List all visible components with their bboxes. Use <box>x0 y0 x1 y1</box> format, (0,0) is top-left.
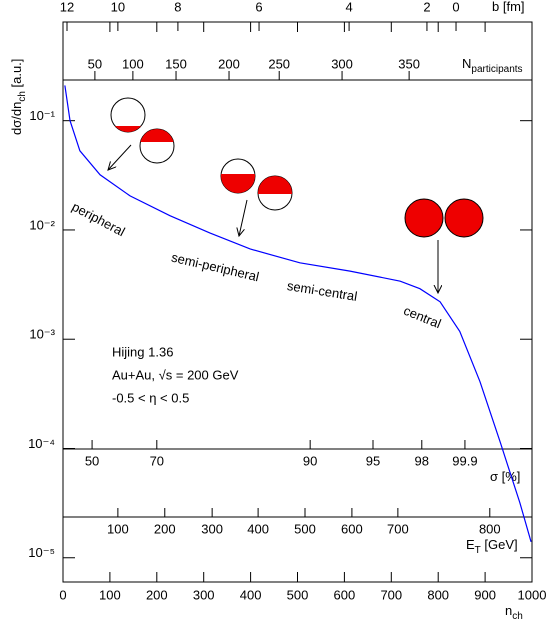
axis-title-main: σ [%] <box>490 469 520 484</box>
x-tick-label: 800 <box>427 587 449 602</box>
x-tick-label: 400 <box>240 587 262 602</box>
axis-title-sub: T <box>475 545 481 556</box>
axis-tick-label: 2 <box>423 0 430 14</box>
axis-tick-label: 10 <box>111 0 125 14</box>
axis-title: Nparticipants <box>462 56 523 74</box>
nuclei-icons <box>108 97 484 293</box>
axis-tick-label: 4 <box>345 0 352 14</box>
axis-tick-label: 350 <box>398 56 420 71</box>
axis-tick-label: 95 <box>366 453 380 468</box>
axis-title-main: E <box>466 537 475 552</box>
axis-title-after: [GeV] <box>481 537 518 552</box>
axis-tick-label: 6 <box>255 0 262 14</box>
axis-tick-label: 150 <box>165 56 187 71</box>
axis-tick-label: 99.9 <box>452 453 477 468</box>
axis-title-main: N <box>462 56 471 71</box>
x-tick-label: 900 <box>474 587 496 602</box>
axis-tick-label: 98 <box>415 453 429 468</box>
y-axis-title-after: [a.u.] <box>9 59 24 92</box>
axis-tick-label: 400 <box>247 521 269 536</box>
region-label: central <box>401 303 443 332</box>
axis-tick-label: 600 <box>341 521 363 536</box>
x-tick-label: 1000 <box>518 587 547 602</box>
axis-tick-label: 300 <box>331 56 353 71</box>
axis-tick-label: 70 <box>150 453 164 468</box>
axis-tick-label: 200 <box>154 521 176 536</box>
y-axis-title: dσ/dnch [a.u.] <box>9 59 27 135</box>
y-tick-label: 10⁻⁴ <box>28 436 55 451</box>
x-axis-title-main: n <box>505 603 512 618</box>
x-axis-title-sub: ch <box>512 611 523 622</box>
y-tick-label: 10⁻³ <box>29 327 55 342</box>
axis-tick-label: 12 <box>60 0 74 14</box>
region-label: semi-central <box>286 278 358 304</box>
y-tick-label: 10⁻¹ <box>29 108 55 123</box>
axis-tick-label: 90 <box>303 453 317 468</box>
axis-title-sub: participants <box>471 64 522 75</box>
axis-tick-label: 50 <box>85 453 99 468</box>
x-tick-label: 700 <box>380 587 402 602</box>
axis-tick-label: 50 <box>88 56 102 71</box>
axis-title: b [fm] <box>492 0 525 14</box>
region-label: semi-peripheral <box>170 250 261 285</box>
x-tick-label: 0 <box>59 587 66 602</box>
axis-tick-label: 500 <box>294 521 316 536</box>
axis-title: σ [%] <box>490 469 520 484</box>
axis-title: ET [GeV] <box>466 537 518 555</box>
x-tick-label: 200 <box>146 587 168 602</box>
y-axis-title-main: dσ/dn <box>9 102 24 135</box>
x-tick-label: 500 <box>287 587 309 602</box>
axis-title-main: b [fm] <box>492 0 525 14</box>
x-tick-label: 600 <box>334 587 356 602</box>
axis-tick-label: 0 <box>452 0 459 14</box>
axis-tick-label: 800 <box>479 521 501 536</box>
x-axis-title: nch <box>505 603 523 621</box>
y-tick-label: 10⁻⁵ <box>28 545 55 560</box>
axis-tick-label: 100 <box>122 56 144 71</box>
data-line <box>64 85 532 542</box>
info-text: Au+Au, √s = 200 GeV <box>112 367 239 382</box>
axis-tick-label: 100 <box>107 521 129 536</box>
info-text: Hijing 1.36 <box>112 344 173 359</box>
axis-tick-label: 300 <box>201 521 223 536</box>
axis-tick-label: 250 <box>268 56 290 71</box>
y-tick-label: 10⁻² <box>29 217 55 232</box>
region-label: peripheral <box>69 199 127 239</box>
x-tick-label: 300 <box>193 587 215 602</box>
y-axis-title-sub: ch <box>17 91 28 102</box>
axis-tick-label: 700 <box>387 521 409 536</box>
info-text: -0.5 < η < 0.5 <box>112 390 189 405</box>
x-tick-label: 100 <box>99 587 121 602</box>
axis-tick-label: 200 <box>218 56 240 71</box>
axis-tick-label: 8 <box>174 0 181 14</box>
